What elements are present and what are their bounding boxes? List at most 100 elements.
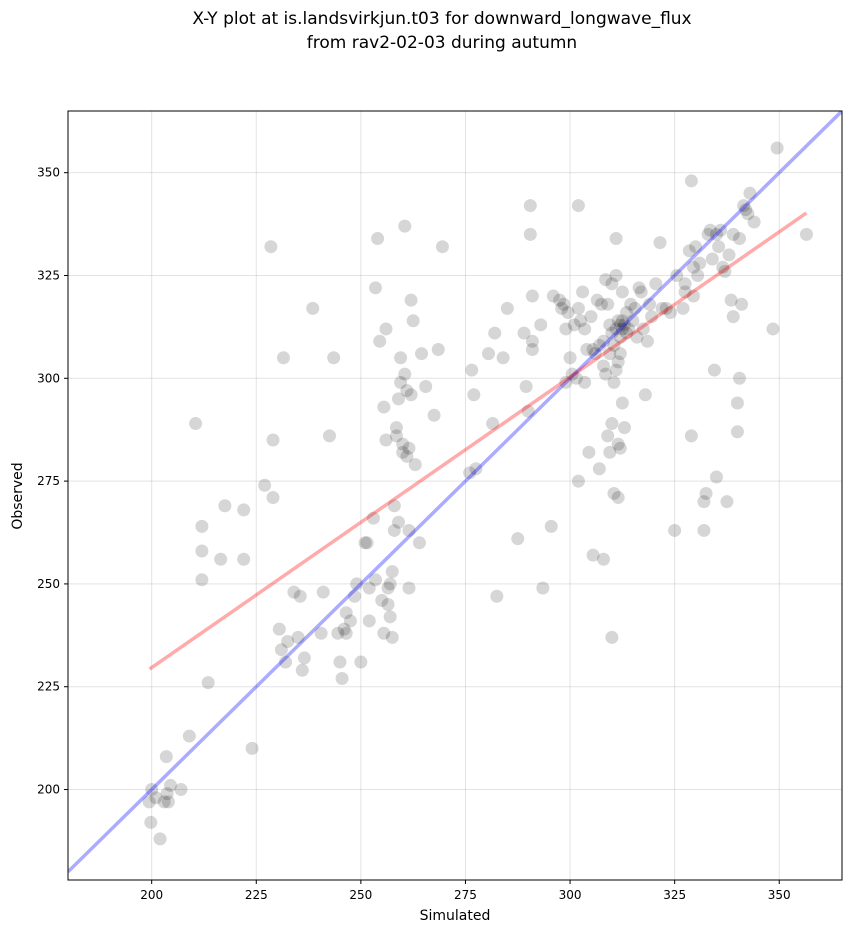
data-point [624, 297, 638, 311]
data-point [707, 363, 721, 377]
y-axis-label: Observed [10, 462, 26, 529]
data-point [559, 375, 573, 389]
data-point [525, 343, 539, 357]
data-point [649, 277, 663, 291]
data-point [718, 264, 732, 278]
data-point [406, 314, 420, 328]
data-point [634, 285, 648, 299]
data-point [720, 495, 734, 509]
data-point [737, 199, 751, 213]
data-point [331, 626, 345, 640]
data-point [314, 626, 328, 640]
data-point [605, 630, 619, 644]
data-point [770, 141, 784, 155]
data-point [379, 433, 393, 447]
data-point [264, 240, 278, 254]
x-axis-label: Simulated [420, 908, 491, 924]
x-axis-ticks: 200 225 250 275 300 325 350 [140, 880, 791, 902]
data-point [335, 671, 349, 685]
data-point [214, 552, 228, 566]
data-point [617, 318, 631, 332]
data-point [297, 651, 311, 665]
data-point [195, 544, 209, 558]
chart-title-line-1: X-Y plot at is.landsvirkjun.t03 for down… [192, 9, 691, 29]
data-point [735, 297, 749, 311]
data-point [519, 380, 533, 394]
data-point [500, 301, 514, 315]
data-point [605, 277, 619, 291]
data-point [377, 626, 391, 640]
data-point [555, 301, 569, 315]
data-point [523, 227, 537, 241]
data-point [709, 227, 723, 241]
data-point [697, 495, 711, 509]
data-point [697, 523, 711, 537]
data-point [578, 322, 592, 336]
data-point [398, 219, 412, 233]
data-point [607, 375, 621, 389]
data-point [626, 314, 640, 328]
data-point [525, 289, 539, 303]
data-point [387, 523, 401, 537]
data-point [676, 301, 690, 315]
data-point [588, 347, 602, 361]
fit-lines [68, 111, 842, 874]
data-point [643, 297, 657, 311]
data-point [157, 795, 171, 809]
plot-frame [67, 110, 843, 881]
data-point [174, 783, 188, 797]
data-point [571, 301, 585, 315]
data-point [415, 347, 429, 361]
data-point [287, 585, 301, 599]
data-point [617, 421, 631, 435]
data-point [620, 306, 634, 320]
data-point [609, 268, 623, 282]
data-point [339, 606, 353, 620]
data-point [691, 268, 705, 282]
data-point [645, 310, 659, 324]
data-point [605, 417, 619, 431]
data-point [375, 593, 389, 607]
data-point [496, 351, 510, 365]
data-point [703, 223, 717, 237]
chart-title-line-2: from rav2-02-03 during autumn [307, 33, 577, 53]
data-point [381, 597, 395, 611]
data-point [149, 791, 163, 805]
data-point [682, 244, 696, 258]
data-point [747, 215, 761, 229]
identity-line [68, 111, 842, 874]
data-point [670, 268, 684, 282]
data-point [360, 536, 374, 550]
data-point [553, 293, 567, 307]
data-point [557, 297, 571, 311]
data-point [293, 589, 307, 603]
data-point [638, 388, 652, 402]
data-point [584, 310, 598, 324]
data-point [488, 326, 502, 340]
data-point [609, 322, 623, 336]
data-point [609, 363, 623, 377]
data-point [561, 306, 575, 320]
data-point [490, 589, 504, 603]
data-point [218, 499, 232, 513]
data-point [435, 240, 449, 254]
data-point [615, 285, 629, 299]
data-point [712, 240, 726, 254]
data-point [724, 293, 738, 307]
data-point [431, 343, 445, 357]
data-point [726, 310, 740, 324]
data-point [362, 581, 376, 595]
data-point [576, 285, 590, 299]
data-point [160, 787, 174, 801]
x-tick-label: 250 [349, 888, 372, 902]
data-point [668, 523, 682, 537]
data-point [607, 486, 621, 500]
x-tick-label: 325 [663, 888, 686, 902]
data-point [599, 367, 613, 381]
data-point [546, 289, 560, 303]
data-point [580, 343, 594, 357]
data-point [630, 330, 644, 344]
data-point [716, 260, 730, 274]
data-point [730, 396, 744, 410]
data-point [599, 273, 613, 287]
